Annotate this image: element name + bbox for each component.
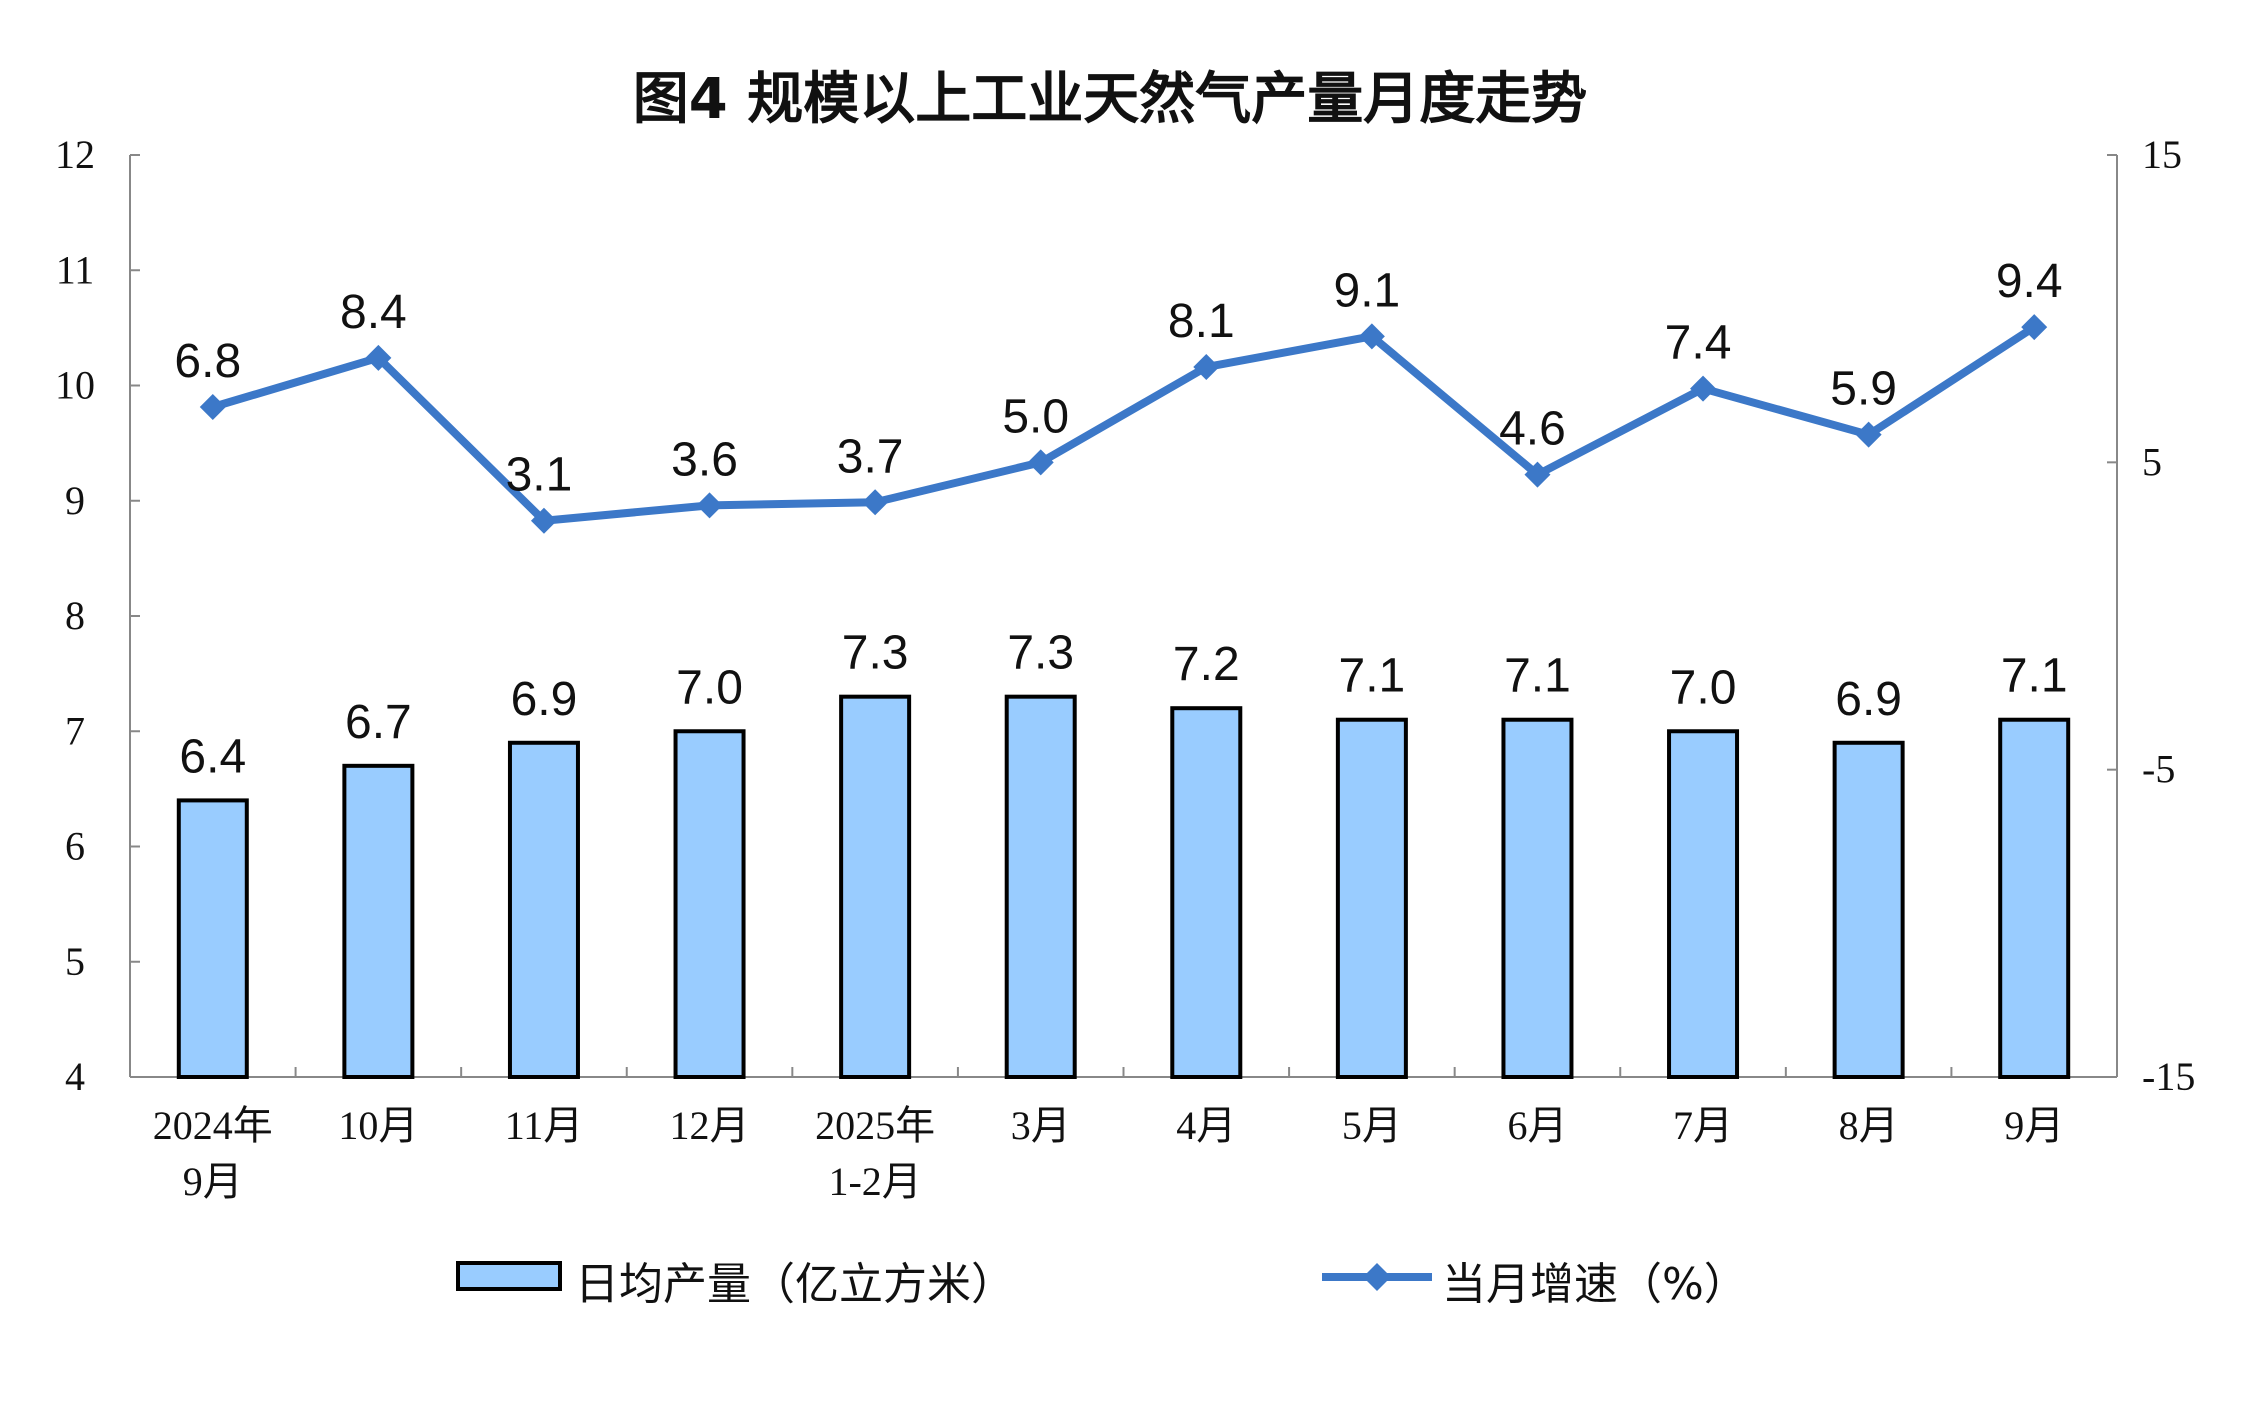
left-tick-label: 6 [65,824,85,869]
line-marker [199,394,226,421]
x-tick-label: 6月 [1507,1103,1567,1148]
x-tick-label: 11月 [505,1103,584,1148]
bar [176,798,249,1080]
right-tick-label: -5 [2142,747,2175,792]
bar [839,694,912,1079]
line-marker [1193,354,1220,381]
line-series [211,323,2037,525]
line-marker [530,507,557,534]
bar [673,729,746,1079]
x-tick-label: 7月 [1673,1103,1733,1148]
bar-data-label: 6.4 [179,730,246,783]
x-tick-label: 3月 [1011,1103,1071,1148]
bar-data-label: 7.0 [676,661,743,714]
x-tick-label: 12月 [670,1103,750,1148]
x-tick-label: 5月 [1342,1103,1402,1148]
legend-bar-label: 日均产量（亿立方米） [575,1259,1015,1310]
left-tick-label: 10 [55,363,95,408]
bar [1004,694,1077,1079]
line-marker [2021,314,2048,341]
line-marker [1027,449,1054,476]
right-tick-label: -15 [2142,1054,2195,1099]
right-tick-label: 15 [2142,132,2182,177]
bar-data-label: 7.3 [1007,627,1074,680]
bar [1832,740,1905,1080]
line-marker [1358,323,1385,350]
x-tick-label: 10月 [338,1103,418,1148]
bar [1335,717,1408,1079]
bar-data-label: 7.3 [842,627,909,680]
left-tick-label: 9 [65,478,85,523]
line-data-label: 3.1 [506,449,573,502]
bar-data-label: 6.9 [1835,673,1902,726]
bar [1998,717,2071,1079]
line-marker [365,344,392,371]
x-tick-label: 9月 [183,1159,243,1204]
bar-data-label: 7.1 [1339,650,1406,703]
left-tick-label: 12 [55,132,95,177]
bar-data-label: 7.2 [1173,638,1240,691]
x-tick-label: 1-2月 [828,1159,921,1204]
x-tick-label: 9月 [2004,1103,2064,1148]
left-tick-label: 5 [65,939,85,984]
line-data-label: 5.9 [1830,363,1897,416]
legend-bar-swatch [456,1261,562,1291]
left-tick-label: 7 [65,708,85,753]
left-tick-label: 8 [65,593,85,638]
bar-data-label: 6.9 [511,673,578,726]
x-tick-label: 2025年 [815,1103,935,1148]
line-marker [1524,461,1551,488]
bar [342,763,415,1079]
right-tick-label: 5 [2142,439,2162,484]
bar [507,740,580,1080]
line-data-label: 6.8 [174,335,241,388]
line-marker [1690,375,1717,402]
left-tick-label: 11 [56,247,95,292]
line-marker [862,489,889,516]
line-data-label: 3.6 [671,433,738,486]
bar-data-label: 7.1 [1504,650,1571,703]
line-data-label: 5.0 [1002,390,1069,443]
line-data-label: 7.4 [1665,317,1732,370]
line-data-label: 9.4 [1996,255,2063,308]
bar [1170,706,1243,1079]
line-data-label: 9.1 [1334,264,1401,317]
left-tick-label: 4 [65,1054,85,1099]
line-data-label: 4.6 [1499,403,1566,456]
bar [1501,717,1574,1079]
bar-data-label: 7.0 [1670,661,1737,714]
x-tick-label: 2024年 [153,1103,273,1148]
x-tick-label: 4月 [1176,1103,1236,1148]
bar [1667,729,1740,1079]
chart-title: 图4 规模以上工业天然气产量月度走势 [633,67,1587,132]
bar-data-label: 7.1 [2001,650,2068,703]
x-tick-label: 8月 [1839,1103,1899,1148]
bar-data-label: 6.7 [345,696,412,749]
legend-line-label: 当月增速（%） [1442,1259,1748,1310]
legend-line-marker [1363,1263,1391,1291]
line-data-label: 8.4 [340,286,407,339]
line-marker [696,492,723,519]
line-data-label: 8.1 [1168,295,1235,348]
line-data-label: 3.7 [837,430,904,483]
line-marker [1855,421,1882,448]
